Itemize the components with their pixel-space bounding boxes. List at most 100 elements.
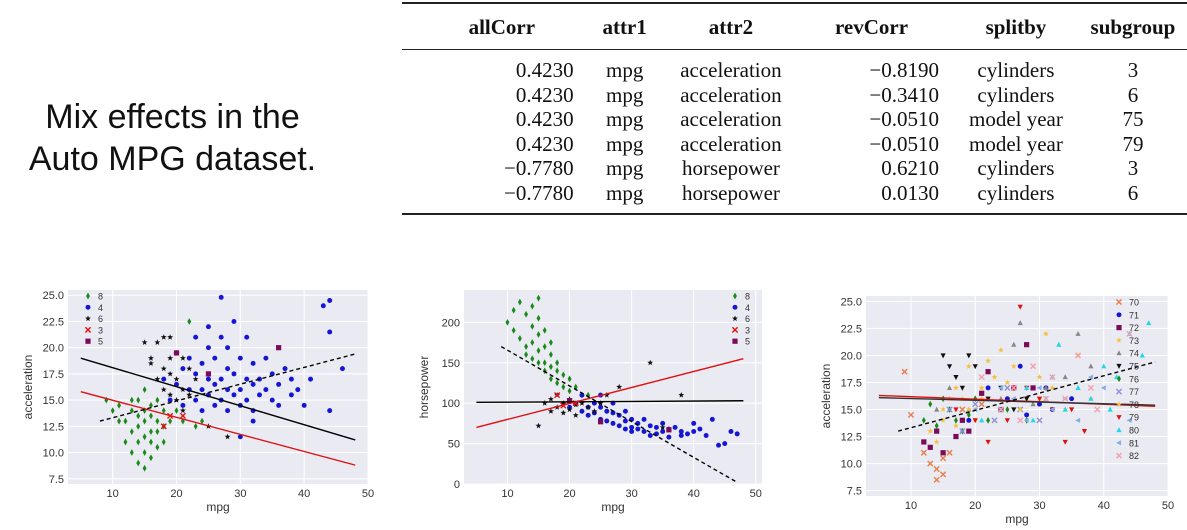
- data-point: [579, 408, 585, 414]
- data-point: [959, 385, 965, 391]
- y-axis-label: acceleration: [21, 355, 35, 420]
- data-point: [1004, 384, 1011, 391]
- data-point: [179, 412, 186, 419]
- cell-allcorr: 0.4230: [515, 82, 574, 107]
- data-point: [598, 404, 604, 410]
- data-point: [934, 428, 940, 434]
- data-point: [1081, 429, 1088, 434]
- cell-splitby: model year: [968, 131, 1063, 156]
- cell-subgroup: 75: [1122, 107, 1144, 131]
- series-82: [978, 330, 1133, 424]
- data-point: [320, 303, 326, 309]
- data-point: [953, 375, 959, 380]
- data-point: [1088, 374, 1093, 380]
- data-point: [659, 424, 666, 430]
- data-point: [123, 417, 128, 425]
- data-point: [1075, 330, 1081, 336]
- data-point: [946, 449, 953, 456]
- data-point: [597, 419, 604, 425]
- data-point: [697, 426, 703, 432]
- cell-attr1: mpg: [606, 156, 644, 180]
- data-point: [907, 411, 915, 419]
- trend-line: [476, 358, 744, 429]
- data-point: [1030, 385, 1036, 391]
- table-header-row: allCorr attr1 attr2 revCorr splitby subg…: [402, 3, 1187, 50]
- data-point: [978, 384, 985, 391]
- data-point: [154, 339, 161, 345]
- cell-attr1: mpg: [606, 82, 644, 107]
- data-point: [978, 401, 985, 408]
- data-point: [173, 376, 180, 382]
- legend-label: 81: [1129, 438, 1139, 448]
- data-point: [282, 366, 288, 372]
- x-tick-label: 30: [1033, 500, 1045, 512]
- data-point: [244, 397, 250, 403]
- data-point: [547, 408, 554, 414]
- data-point: [547, 396, 554, 402]
- data-point: [1043, 385, 1049, 390]
- data-point: [110, 407, 115, 414]
- data-point: [308, 376, 314, 382]
- data-point: [933, 438, 940, 445]
- legend-marker: [1115, 298, 1123, 306]
- x-tick-label: 40: [298, 488, 310, 500]
- y-tick-label: 17.5: [43, 369, 64, 381]
- data-point: [142, 433, 147, 441]
- data-point: [517, 298, 522, 306]
- legend-label: 75: [1129, 362, 1139, 372]
- data-point: [585, 404, 592, 410]
- data-point: [117, 417, 122, 425]
- y-axis-label: horsepower: [417, 356, 431, 419]
- legend-label: 82: [1129, 451, 1139, 461]
- data-point: [1037, 401, 1042, 407]
- series-8: [104, 318, 204, 472]
- data-point: [554, 391, 561, 399]
- legend-label: 79: [1129, 413, 1139, 423]
- cell-splitby: cylinders: [977, 82, 1055, 107]
- legend-marker: [1116, 427, 1122, 433]
- data-point: [985, 357, 992, 364]
- data-point: [212, 381, 218, 387]
- x-tick-label: 50: [750, 488, 762, 500]
- data-point: [604, 408, 610, 414]
- data-point: [141, 339, 148, 345]
- data-point: [218, 294, 224, 300]
- x-tick-label: 40: [1098, 500, 1110, 512]
- y-tick-label: 12.5: [841, 432, 862, 444]
- data-point: [940, 471, 947, 478]
- data-point: [653, 424, 659, 430]
- y-tick-label: 15.0: [43, 395, 64, 407]
- trend-line: [80, 391, 356, 466]
- y-tick-label: 20.0: [841, 350, 862, 362]
- y-tick-label: 0: [454, 479, 460, 491]
- series-4: [567, 392, 740, 448]
- cell-subgroup: 79: [1122, 131, 1144, 156]
- series-3: [554, 391, 579, 409]
- chart-acceleration-by-model-year: 10 20 30 40 50 7.5 10.0 12.5 15.0 17.5 20.0 22.5 25.…: [819, 296, 1174, 526]
- data-point: [161, 376, 167, 382]
- data-point: [635, 426, 641, 432]
- data-point: [985, 439, 991, 445]
- results-table: allCorr attr1 attr2 revCorr splitby subg…: [402, 2, 1187, 215]
- cell-splitby: cylinders: [977, 58, 1055, 82]
- data-point: [1017, 304, 1023, 310]
- y-tick-label: 12.5: [43, 421, 64, 433]
- legend-marker: [1116, 363, 1122, 369]
- data-point: [142, 386, 147, 394]
- data-point: [148, 355, 154, 361]
- data-point: [1036, 396, 1043, 402]
- data-point: [641, 416, 647, 422]
- data-point: [1011, 341, 1017, 347]
- x-axis-label: mpg: [601, 500, 624, 514]
- legend-label: 5: [745, 337, 750, 347]
- legend-label: 72: [1129, 323, 1139, 333]
- cell-attr2: acceleration: [680, 131, 782, 156]
- x-tick-label: 20: [563, 488, 575, 500]
- cell-revcorr: −0.3410: [869, 82, 939, 107]
- data-point: [129, 407, 134, 414]
- data-point: [1126, 417, 1132, 423]
- data-point: [174, 407, 179, 414]
- data-point: [1049, 373, 1056, 381]
- cell-splitby: model year: [968, 107, 1063, 131]
- data-point: [953, 407, 959, 413]
